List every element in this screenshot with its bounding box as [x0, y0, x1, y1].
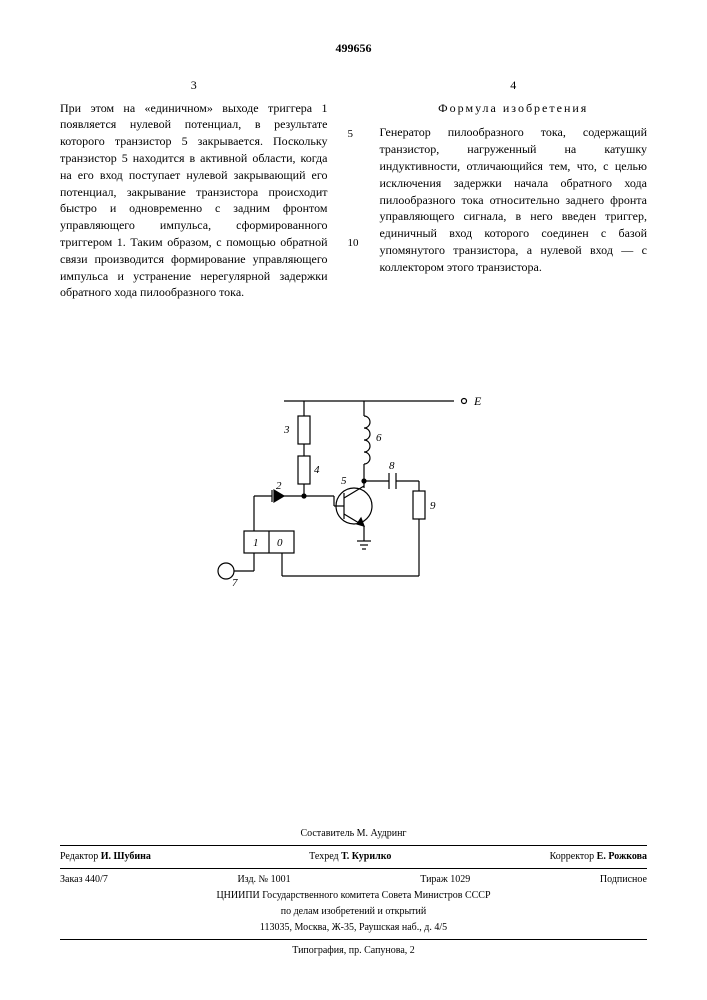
label-9: 9	[430, 500, 436, 512]
label-5: 5	[341, 475, 347, 487]
tech-name: Т. Курилко	[341, 851, 391, 862]
text-columns: 3 При этом на «единичном» выходе триггер…	[60, 77, 647, 301]
label-4: 4	[314, 464, 320, 476]
typography: Типография, пр. Сапунова, 2	[60, 944, 647, 958]
corrector-name: Е. Рожкова	[597, 851, 647, 862]
line-5: 5	[348, 127, 360, 142]
line-10: 10	[348, 236, 360, 251]
label-E: E	[473, 394, 482, 408]
compiler: Составитель М. Аудринг	[60, 827, 647, 841]
patent-number: 499656	[60, 40, 647, 57]
address: 113035, Москва, Ж-35, Раушская наб., д. …	[60, 921, 647, 935]
formula-title: Формула изобретения	[380, 100, 648, 117]
label-6: 6	[376, 432, 382, 444]
label-0: 0	[277, 537, 283, 549]
line-markers: 5 10	[348, 77, 360, 301]
label-1: 1	[253, 537, 259, 549]
label-8: 8	[389, 460, 395, 472]
org2: по делам изобретений и открытий	[60, 905, 647, 919]
label-3: 3	[283, 424, 290, 436]
col-num-left: 3	[60, 77, 328, 94]
editor-name: И. Шубина	[101, 851, 151, 862]
org1: ЦНИИПИ Государственного комитета Совета …	[60, 889, 647, 903]
label-7: 7	[232, 577, 238, 589]
corrector-label: Корректор	[550, 851, 595, 862]
label-2: 2	[276, 480, 282, 492]
col-num-right: 4	[380, 77, 648, 94]
izd: Изд. № 1001	[237, 873, 290, 887]
footer: Составитель М. Аудринг Редактор И. Шубин…	[60, 825, 647, 960]
order-row: Заказ 440/7 Изд. № 1001 Тираж 1029 Подпи…	[60, 873, 647, 887]
editor-label: Редактор	[60, 851, 98, 862]
left-column: 3 При этом на «единичном» выходе триггер…	[60, 77, 328, 301]
order: Заказ 440/7	[60, 873, 108, 887]
circuit-svg: E 3 4 6 8	[204, 381, 504, 601]
tech-label: Техред	[309, 851, 338, 862]
left-text: При этом на «единичном» выходе триггера …	[60, 100, 328, 302]
credits-row: Редактор И. Шубина Техред Т. Курилко Кор…	[60, 850, 647, 864]
circuit-diagram: E 3 4 6 8	[60, 381, 647, 601]
right-column: 4 Формула изобретения Генератор пилообра…	[380, 77, 648, 301]
tirazh: Тираж 1029	[420, 873, 470, 887]
right-text: Генератор пилообразного тока, содержащий…	[380, 124, 648, 275]
podpisnoe: Подписное	[600, 873, 647, 887]
